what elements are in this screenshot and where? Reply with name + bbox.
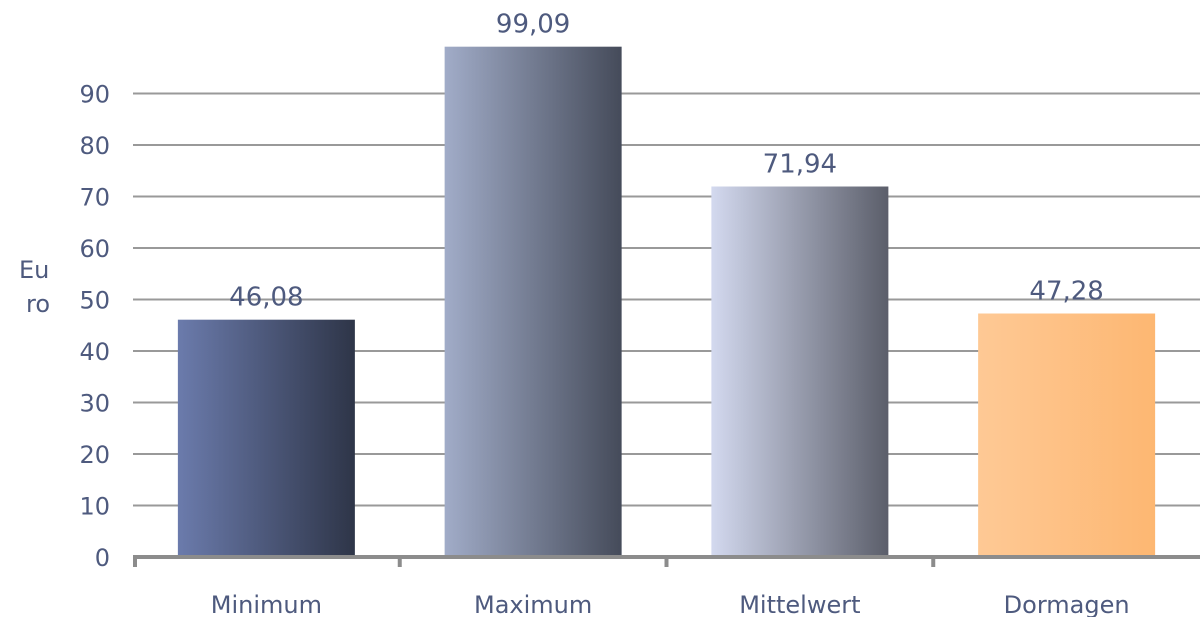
x-category-label: Mittelwert [739,591,860,617]
data-label: 71,94 [763,150,837,180]
y-tick-label: 60 [79,235,110,263]
bar-mittelwert [711,186,889,557]
y-tick-label: 0 [95,544,110,572]
y-axis-title-line: ro [26,290,50,318]
data-label: 46,08 [229,283,303,313]
y-tick-label: 80 [79,132,110,160]
bar-minimum [177,319,355,557]
x-category-label: Minimum [211,591,322,617]
bar-dormagen [978,313,1156,557]
x-axis [133,555,1200,567]
x-category-label: Maximum [474,591,592,617]
data-label: 47,28 [1029,277,1103,307]
y-tick-label: 70 [79,184,110,212]
y-tick-label: 50 [79,287,110,315]
data-label: 99,09 [496,10,570,40]
y-tick-label: 10 [79,493,110,521]
y-tick-label: 40 [79,338,110,366]
y-tick-label: 90 [79,81,110,109]
y-axis-title: Eu ro [19,256,57,318]
y-axis-title-line: Eu [19,256,49,284]
y-tick-label: 30 [79,390,110,418]
x-category-label: Dormagen [1004,591,1130,617]
bar-maximum [444,46,622,558]
y-tick-label: 20 [79,441,110,469]
labels: 0 10 20 30 40 50 60 70 80 90 46,08 Minimum 99,09 Maxi… [79,10,1129,617]
bars [177,46,1156,558]
